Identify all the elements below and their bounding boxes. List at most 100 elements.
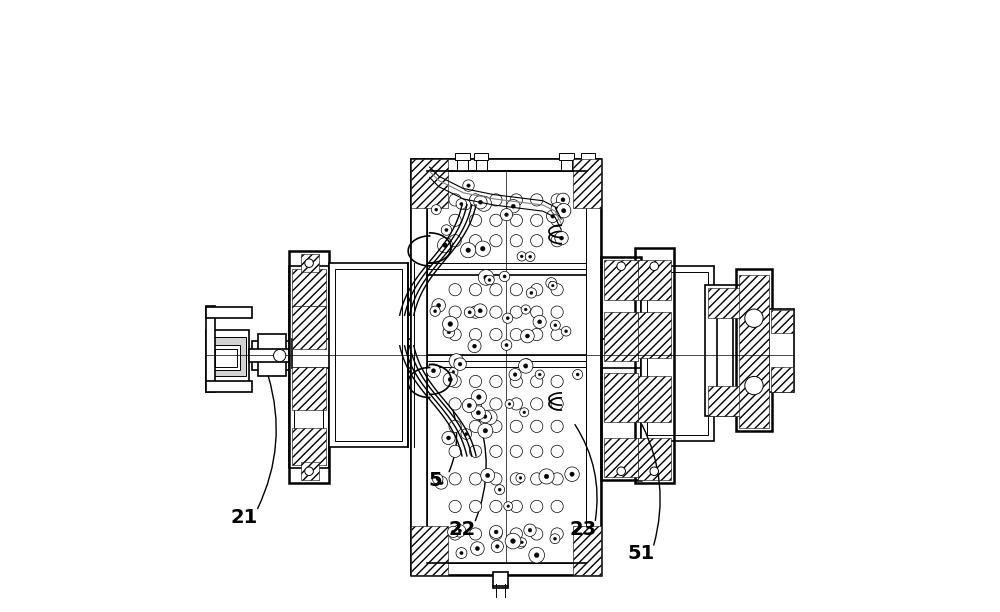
Bar [476,156,487,171]
Circle shape [550,320,560,330]
Circle shape [550,282,553,285]
Bar [258,334,286,376]
Circle shape [460,203,463,206]
Circle shape [510,472,522,485]
Circle shape [490,214,502,226]
Bar [292,367,326,410]
Circle shape [525,252,535,261]
Circle shape [520,408,529,417]
Circle shape [535,370,544,379]
Circle shape [559,205,570,216]
Circle shape [436,477,439,480]
Circle shape [490,398,502,410]
Bar [411,563,601,575]
Circle shape [448,322,453,326]
Circle shape [469,420,482,433]
Circle shape [556,207,559,211]
Circle shape [449,194,461,206]
Circle shape [458,529,461,532]
Circle shape [517,252,526,261]
Circle shape [490,420,502,433]
Circle shape [473,304,487,318]
Circle shape [551,528,563,540]
Circle shape [520,359,532,371]
Bar [292,306,326,349]
Bar [583,156,594,171]
Circle shape [437,237,453,253]
Circle shape [498,488,501,491]
Bar [292,339,671,368]
Circle shape [469,283,482,296]
Bar [771,310,793,333]
Bar [635,248,674,483]
Circle shape [488,415,492,420]
Circle shape [510,194,522,206]
Circle shape [471,406,485,420]
Circle shape [531,329,543,341]
Circle shape [490,446,502,458]
Circle shape [431,368,436,373]
Circle shape [524,364,528,368]
Circle shape [745,309,763,327]
Circle shape [510,528,522,540]
Circle shape [551,283,563,296]
Circle shape [449,375,461,387]
Circle shape [463,180,474,192]
Circle shape [474,196,487,209]
Circle shape [482,201,486,206]
Circle shape [563,209,567,212]
Bar [708,386,742,416]
Circle shape [490,526,503,539]
Circle shape [458,362,462,366]
Bar [641,266,714,441]
Bar [455,153,470,160]
Circle shape [476,196,492,211]
Circle shape [430,306,440,316]
Circle shape [501,340,512,350]
Circle shape [469,234,482,247]
Circle shape [305,259,313,267]
Circle shape [551,420,563,433]
Circle shape [551,446,563,458]
Circle shape [531,214,543,226]
Circle shape [531,528,543,540]
Bar [411,171,427,563]
Circle shape [551,306,563,318]
Circle shape [523,411,526,414]
Circle shape [531,472,543,485]
Circle shape [442,431,455,444]
Circle shape [449,283,461,296]
Circle shape [560,236,564,240]
Circle shape [516,539,525,548]
Bar [573,159,601,208]
Circle shape [505,343,508,346]
Circle shape [464,307,475,318]
Circle shape [531,234,543,247]
Bar [717,306,733,398]
Circle shape [510,501,522,513]
Circle shape [462,398,476,412]
Circle shape [534,553,539,558]
Circle shape [570,472,574,476]
Bar [335,269,402,441]
Circle shape [478,424,493,438]
Circle shape [491,540,503,553]
Circle shape [467,184,470,187]
Circle shape [521,305,530,314]
Circle shape [486,473,490,477]
Bar [638,438,671,480]
Circle shape [503,313,513,323]
Circle shape [518,359,533,373]
Circle shape [565,467,579,482]
Circle shape [531,420,543,433]
Circle shape [554,324,557,327]
Circle shape [551,194,563,206]
Circle shape [305,467,313,476]
Circle shape [490,329,502,341]
Circle shape [469,472,482,485]
Circle shape [550,534,560,543]
Circle shape [445,228,448,231]
Text: 5: 5 [429,471,443,490]
Circle shape [561,198,565,202]
Circle shape [469,329,482,341]
